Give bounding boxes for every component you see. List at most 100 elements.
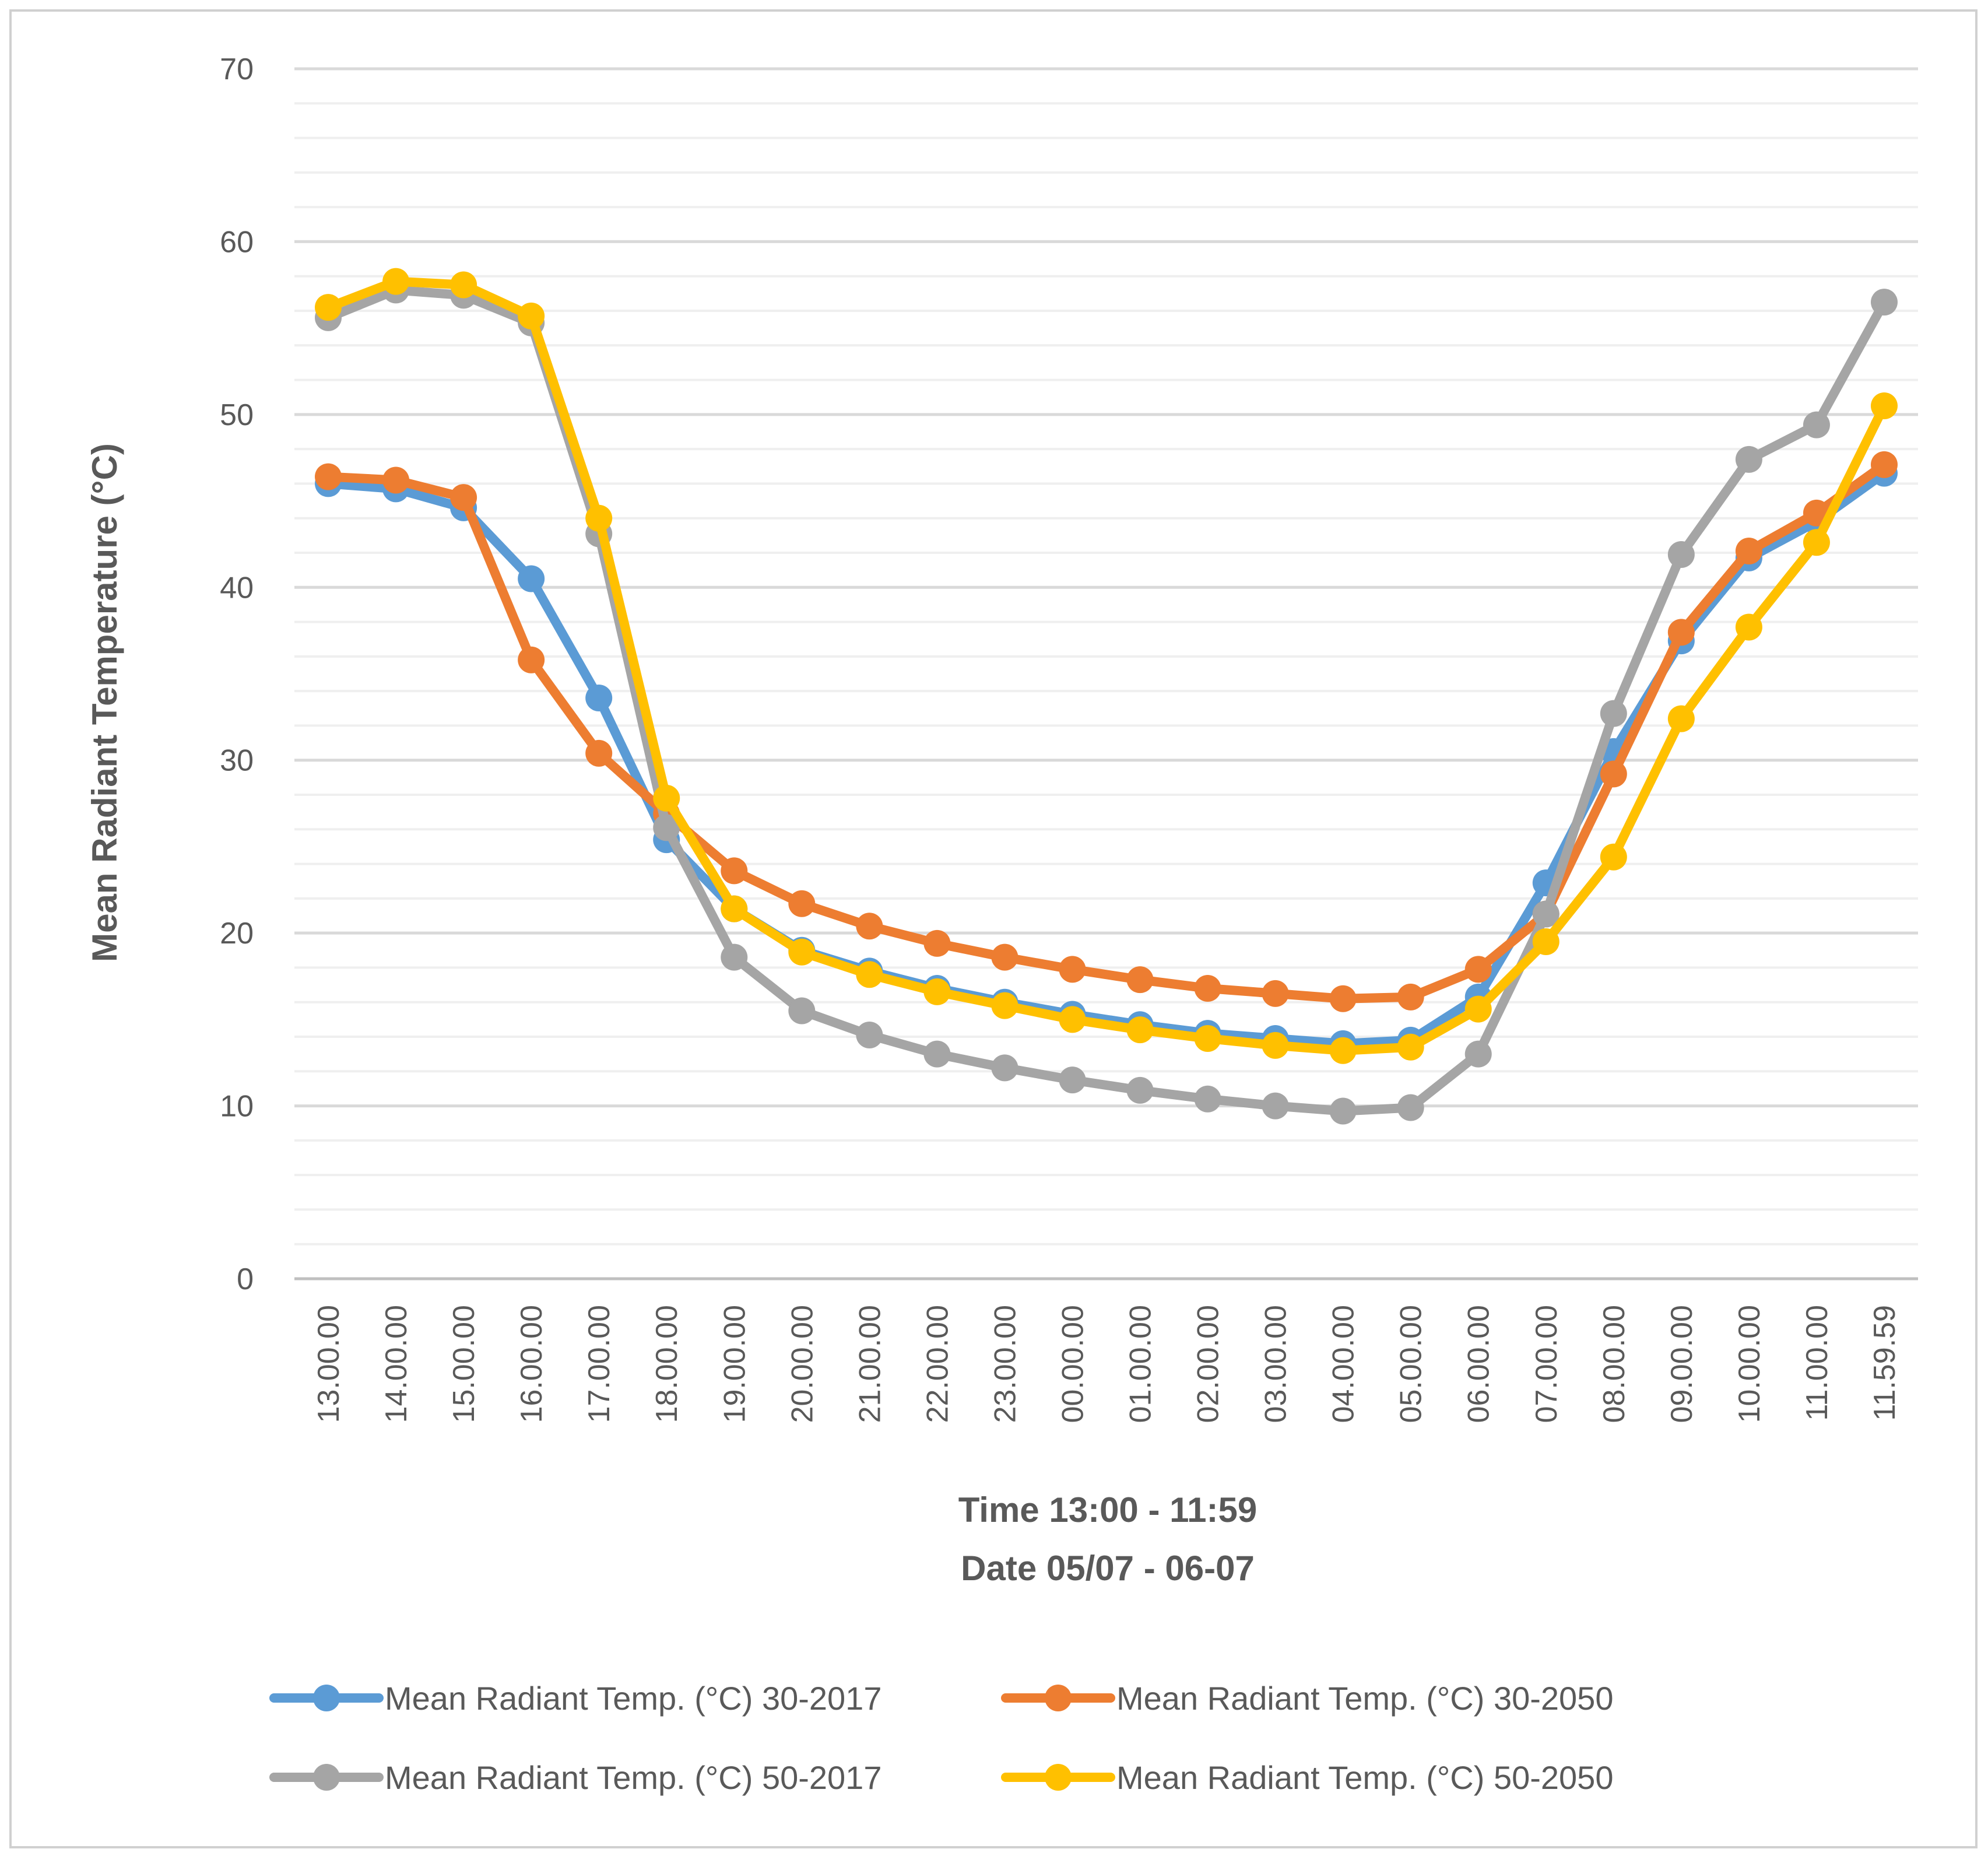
data-point: [1194, 975, 1221, 1002]
legend-swatch-marker: [313, 1764, 340, 1791]
x-tick-label: 15.00.00: [447, 1305, 481, 1423]
data-point: [923, 1040, 951, 1068]
data-point: [585, 685, 613, 711]
data-point: [991, 1054, 1018, 1082]
x-tick-label: 01.00.00: [1124, 1305, 1158, 1423]
x-tick-label: 19.00.00: [718, 1305, 751, 1423]
data-point: [1126, 966, 1154, 994]
x-tick-label: 18.00.00: [650, 1305, 684, 1423]
data-point: [991, 992, 1018, 1019]
data-point: [1262, 1032, 1289, 1059]
y-tick-label: 40: [220, 571, 254, 605]
data-point: [788, 938, 816, 966]
legend-label: Mean Radiant Temp. (°C) 50-2017: [385, 1759, 881, 1796]
legend-label: Mean Radiant Temp. (°C) 30-2050: [1116, 1680, 1613, 1717]
data-point: [1667, 541, 1695, 568]
data-point: [315, 463, 342, 490]
data-point: [788, 997, 816, 1025]
y-tick-label: 30: [220, 744, 254, 778]
data-point: [991, 943, 1018, 971]
legend-label: Mean Radiant Temp. (°C) 30-2017: [385, 1680, 881, 1717]
data-point: [1464, 956, 1492, 983]
series-line: [324, 276, 1889, 1055]
x-tick-label: 20.00.00: [785, 1305, 819, 1423]
data-point: [721, 857, 748, 885]
x-tick-label: 17.00.00: [582, 1305, 616, 1423]
x-tick-label: 00.00.00: [1056, 1305, 1090, 1423]
data-point: [1126, 1076, 1154, 1104]
data-point: [450, 271, 477, 299]
data-point: [1059, 956, 1086, 983]
legend-item: Mean Radiant Temp. (°C) 30-2017: [269, 1680, 881, 1717]
data-point: [653, 814, 680, 841]
data-point: [1194, 1085, 1221, 1113]
data-point: [653, 784, 680, 812]
data-point: [1329, 985, 1357, 1012]
data-point: [856, 1022, 883, 1049]
data-point: [1059, 1006, 1086, 1033]
data-point: [721, 943, 748, 971]
legend-label: Mean Radiant Temp. (°C) 50-2050: [1116, 1759, 1613, 1796]
legend-swatch-marker: [1045, 1685, 1072, 1711]
data-point: [1667, 705, 1695, 732]
data-point: [1194, 1025, 1221, 1052]
data-point: [1803, 411, 1830, 438]
x-tick-label: 04.00.00: [1327, 1305, 1361, 1423]
data-point: [1397, 1033, 1424, 1061]
data-point: [1735, 538, 1762, 565]
legend: Mean Radiant Temp. (°C) 30-2017 Mean Radi…: [269, 1680, 1613, 1796]
data-point: [1329, 1097, 1357, 1125]
data-point: [1667, 619, 1695, 646]
data-point: [315, 294, 342, 321]
data-point: [923, 929, 951, 957]
legend-swatch-marker: [1045, 1764, 1072, 1791]
y-tick-label: 20: [220, 917, 254, 950]
x-tick-label: 11.59.59: [1868, 1305, 1902, 1421]
plot-series: [315, 268, 1898, 1125]
data-point: [585, 739, 613, 767]
y-axis-title: Mean Radiant Temperature (°C): [85, 443, 124, 962]
series-4: [315, 268, 1898, 1064]
x-tick-label: 21.00.00: [853, 1305, 887, 1423]
legend-item: Mean Radiant Temp. (°C) 50-2017: [269, 1759, 881, 1796]
x-tick-label: 16.00.00: [515, 1305, 549, 1423]
x-tick-label: 13.00.00: [312, 1305, 346, 1423]
y-tick-label: 0: [237, 1262, 254, 1296]
x-tick-label: 23.00.00: [988, 1305, 1022, 1423]
data-point: [1870, 451, 1898, 478]
data-point: [1600, 843, 1627, 871]
data-point: [1600, 760, 1627, 788]
data-point: [518, 302, 545, 329]
data-point: [1464, 1040, 1492, 1068]
data-point: [1600, 700, 1627, 727]
data-point: [585, 504, 613, 532]
x-tick-label: 09.00.00: [1665, 1305, 1699, 1423]
data-point: [1059, 1066, 1086, 1094]
x-tick-label: 14.00.00: [380, 1305, 413, 1423]
data-point: [382, 466, 410, 494]
y-tick-label: 10: [220, 1090, 254, 1124]
data-point: [1397, 1094, 1424, 1121]
x-axis-ticks: 13.00.00 14.00.00 15.00.00 16.00.00 17.00.00…: [312, 1305, 1902, 1423]
data-point: [1126, 1016, 1154, 1044]
data-point: [1329, 1037, 1357, 1064]
y-tick-label: 60: [220, 225, 254, 259]
series-line: [324, 468, 1889, 1048]
y-tick-label: 50: [220, 398, 254, 432]
data-point: [721, 895, 748, 922]
data-point: [382, 268, 410, 295]
x-tick-label: 11.00.00: [1800, 1305, 1834, 1421]
x-axis-title-line-1: Time 13:00 - 11:59: [958, 1490, 1258, 1529]
data-point: [1532, 900, 1560, 928]
data-point: [1870, 289, 1898, 316]
data-point: [1464, 995, 1492, 1023]
data-point: [1735, 613, 1762, 641]
data-point: [1262, 1092, 1289, 1120]
x-tick-label: 10.00.00: [1733, 1305, 1766, 1423]
legend-swatch-marker: [313, 1685, 340, 1711]
data-point: [518, 646, 545, 673]
data-point: [1803, 529, 1830, 556]
x-tick-label: 05.00.00: [1395, 1305, 1428, 1423]
data-point: [450, 484, 477, 511]
